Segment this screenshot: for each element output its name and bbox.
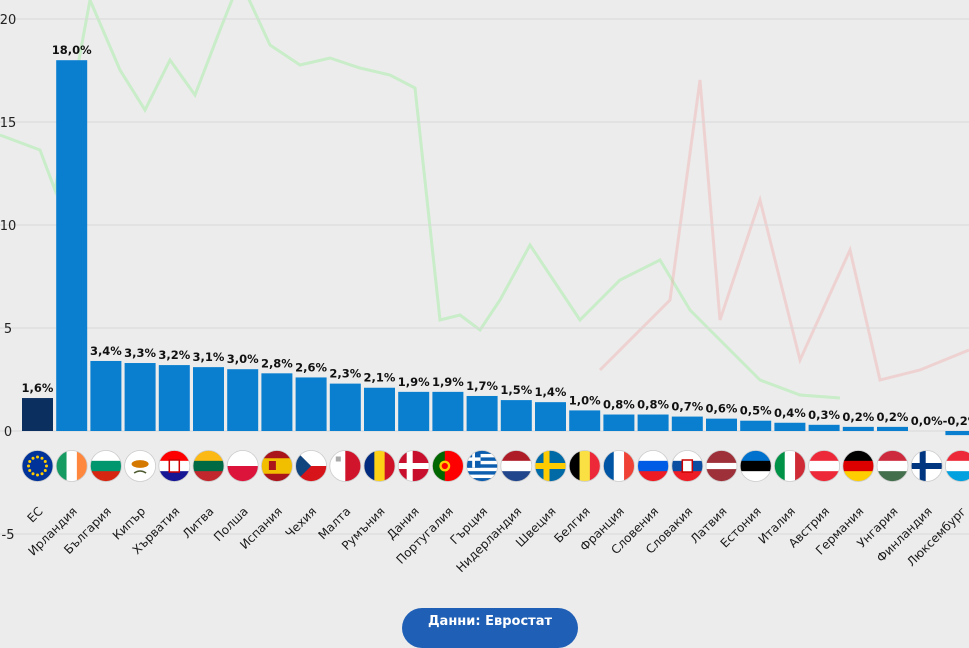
portugal-flag-icon (431, 450, 464, 482)
background-decoration (0, 0, 969, 400)
bar-slovenia (637, 414, 669, 431)
bar-croatia (158, 365, 190, 431)
bar-lithuania (193, 367, 224, 431)
bar-netherlands (500, 400, 532, 431)
category-label: ЕС (24, 504, 45, 525)
luxembourg-flag-icon (945, 450, 969, 482)
bar-estonia (740, 420, 772, 431)
value-label: 1,7% (466, 379, 498, 393)
bar-spain (261, 373, 293, 431)
value-label: 3,3% (124, 346, 156, 360)
bar-bulgaria (90, 360, 122, 431)
bars (22, 60, 969, 436)
y-tick-label: -5 (2, 528, 15, 543)
austria-flag-icon (808, 450, 840, 482)
category-labels: ЕСИрландияБългарияКипърХърватияЛитваПолш… (24, 504, 969, 575)
value-labels: 1,6% 18,0% 3,4% 3,3% 3,2% 3,1% 3,0% 2,8% 2,6% 2,3… (22, 43, 969, 428)
cyprus-flag-icon (124, 450, 157, 482)
germany-flag-icon (842, 450, 875, 482)
croatia-flag-icon (158, 450, 191, 482)
netherlands-flag-icon (500, 450, 533, 482)
hungary-flag-icon (876, 450, 909, 482)
ireland-flag-icon (55, 450, 88, 482)
denmark-flag-icon (397, 450, 430, 482)
value-label: 3,1% (193, 350, 225, 364)
value-label: 3,4% (90, 344, 122, 358)
category-label: Чехия (283, 504, 320, 541)
value-label: 1,0% (569, 393, 601, 407)
bar-eu (22, 398, 53, 431)
finland-flag-icon (910, 450, 943, 482)
sweden-flag-icon (534, 450, 567, 482)
malta-flag-icon (329, 450, 362, 482)
value-label: 0,0% (911, 414, 943, 428)
bar-denmark (398, 391, 430, 431)
bar-belgium (569, 410, 601, 431)
y-axis-ticks: -5 0 5 10 15 20 (0, 13, 16, 543)
bar-latvia (706, 418, 737, 431)
bar-ireland (56, 60, 88, 431)
value-label: 0,4% (774, 406, 806, 420)
slovakia-flag-icon (671, 450, 704, 482)
bar-slovakia (671, 416, 703, 431)
value-label: 0,2% (877, 410, 909, 424)
value-label: 2,8% (261, 356, 293, 370)
bar-austria (808, 424, 840, 431)
bar-malta (329, 383, 361, 431)
value-label: 3,0% (227, 352, 259, 366)
value-label: 1,4% (535, 385, 567, 399)
czechia-flag-icon (295, 450, 328, 482)
y-tick-label: 20 (0, 13, 16, 28)
bar-france (603, 414, 635, 431)
lithuania-flag-icon (192, 450, 225, 482)
value-label: 0,7% (671, 400, 703, 414)
bar-greece (466, 395, 498, 431)
greece-flag-icon (466, 450, 499, 482)
value-label: 2,1% (364, 371, 396, 385)
bulgaria-flag-icon (90, 450, 122, 482)
y-tick-label: 0 (4, 425, 12, 440)
source-badge: Данни: Евростат (402, 608, 578, 648)
y-tick-label: 15 (0, 116, 16, 131)
italy-flag-icon (774, 450, 806, 482)
latvia-flag-icon (705, 450, 738, 482)
value-label: 0,5% (740, 404, 772, 418)
value-label: 0,8% (603, 398, 635, 412)
bar-czechia (295, 377, 327, 431)
value-label: -0,2% (943, 414, 969, 428)
bar-germany (842, 426, 874, 431)
y-tick-label: 5 (4, 322, 12, 337)
france-flag-icon (603, 450, 635, 482)
flags (21, 450, 969, 482)
spain-flag-icon (260, 450, 293, 482)
value-label: 1,9% (398, 375, 430, 389)
bar-cyprus (124, 363, 156, 431)
bar-sweden (535, 402, 566, 431)
bar-romania (364, 387, 395, 431)
romania-flag-icon (363, 450, 396, 482)
value-label: 0,2% (842, 410, 874, 424)
value-label: 0,8% (637, 398, 669, 412)
bar-poland (227, 369, 259, 431)
belgium-flag-icon (568, 450, 601, 482)
estonia-flag-icon (739, 450, 772, 482)
value-label: 0,6% (706, 402, 738, 416)
value-label: 1,5% (500, 383, 532, 397)
value-label: 1,9% (432, 375, 464, 389)
slovenia-flag-icon (637, 450, 669, 482)
value-label: 18,0% (52, 43, 92, 57)
value-label: 3,2% (158, 348, 190, 362)
chart-canvas: -5 0 5 10 15 20 1,6% 18,0% 3,4% 3,3% 3,2% 3,1% 3,0%… (0, 0, 969, 575)
value-label: 2,3% (329, 367, 361, 381)
value-label: 2,6% (295, 360, 327, 374)
value-label: 0,3% (808, 408, 840, 422)
bar-portugal (432, 391, 464, 431)
y-tick-label: 10 (0, 219, 16, 234)
eu-flag-icon (21, 450, 54, 482)
bar-italy (774, 422, 806, 431)
bar-luxembourg (945, 431, 969, 436)
bar-hungary (877, 426, 908, 431)
value-label: 1,6% (22, 381, 54, 395)
poland-flag-icon (226, 450, 259, 482)
